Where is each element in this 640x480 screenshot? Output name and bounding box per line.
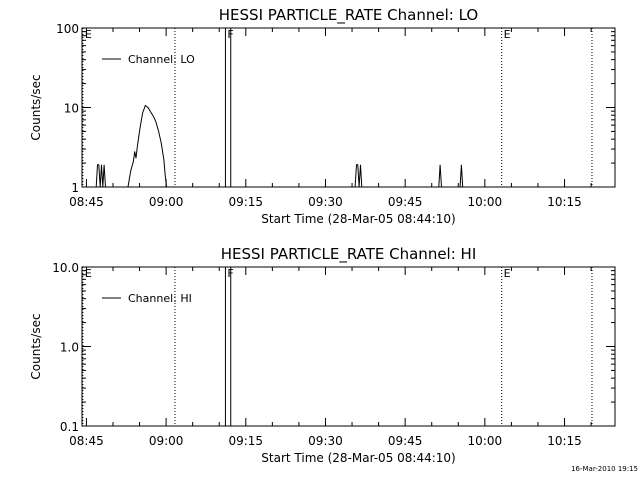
x-tick-label: 10:15 bbox=[547, 195, 582, 209]
x-tick-label: 09:00 bbox=[149, 195, 184, 209]
x-tick-label: 10:15 bbox=[547, 434, 582, 448]
x-tick-label: 08:45 bbox=[69, 195, 104, 209]
marker-label: E bbox=[85, 28, 92, 41]
y-axis-ticks: 1 10 100 bbox=[56, 22, 615, 195]
legend-label: Channel: HI bbox=[128, 292, 192, 305]
y-tick-label: 1 bbox=[71, 181, 79, 195]
time-markers: EFE bbox=[82, 28, 593, 187]
footer-timestamp: 16-Mar-2010 19:15 bbox=[571, 465, 638, 473]
y-tick-label: 0.1 bbox=[60, 420, 79, 434]
y-tick-label: 10.0 bbox=[52, 261, 79, 275]
x-axis-label: Start Time (28-Mar-05 08:44:10) bbox=[261, 212, 455, 226]
x-tick-label: 09:45 bbox=[388, 434, 423, 448]
y-tick-label: 1.0 bbox=[60, 341, 79, 355]
x-axis-ticks: 08:45 09:00 09:15 09:30 09:45 10:00 10:15 bbox=[69, 267, 592, 448]
x-tick-label: 09:15 bbox=[228, 434, 263, 448]
series-line bbox=[95, 104, 464, 188]
chart-panel-1: HESSI PARTICLE_RATE Channel: LO Counts/se… bbox=[29, 6, 616, 226]
x-tick-label: 08:45 bbox=[69, 434, 104, 448]
x-tick-label: 09:15 bbox=[228, 195, 263, 209]
x-tick-label: 10:00 bbox=[468, 434, 503, 448]
chart-title: HESSI PARTICLE_RATE Channel: LO bbox=[219, 6, 478, 25]
x-tick-label: 09:30 bbox=[308, 195, 343, 209]
marker-label: E bbox=[504, 28, 511, 41]
x-tick-label: 09:00 bbox=[149, 434, 184, 448]
y-axis-ticks: 0.1 1.0 10.0 bbox=[52, 261, 615, 434]
x-tick-label: 09:45 bbox=[388, 195, 423, 209]
y-tick-label: 10 bbox=[64, 102, 79, 116]
chart-title: HESSI PARTICLE_RATE Channel: HI bbox=[221, 245, 477, 264]
y-axis-label: Counts/sec bbox=[29, 74, 43, 140]
marker-label: E bbox=[504, 267, 511, 280]
y-tick-label: 100 bbox=[56, 22, 79, 36]
marker-label: E bbox=[85, 267, 92, 280]
time-markers: EFE bbox=[82, 267, 593, 426]
legend-label: Channel: LO bbox=[128, 53, 195, 66]
x-tick-label: 10:00 bbox=[468, 195, 503, 209]
y-axis-label: Counts/sec bbox=[29, 313, 43, 379]
chart-panel-2: HESSI PARTICLE_RATE Channel: HI Counts/se… bbox=[29, 245, 616, 465]
x-tick-label: 09:30 bbox=[308, 434, 343, 448]
x-axis-label: Start Time (28-Mar-05 08:44:10) bbox=[261, 451, 455, 465]
plot-frame bbox=[81, 266, 616, 427]
x-axis-ticks: 08:45 09:00 09:15 09:30 09:45 10:00 10:15 bbox=[69, 28, 592, 209]
plot-frame bbox=[81, 27, 616, 188]
